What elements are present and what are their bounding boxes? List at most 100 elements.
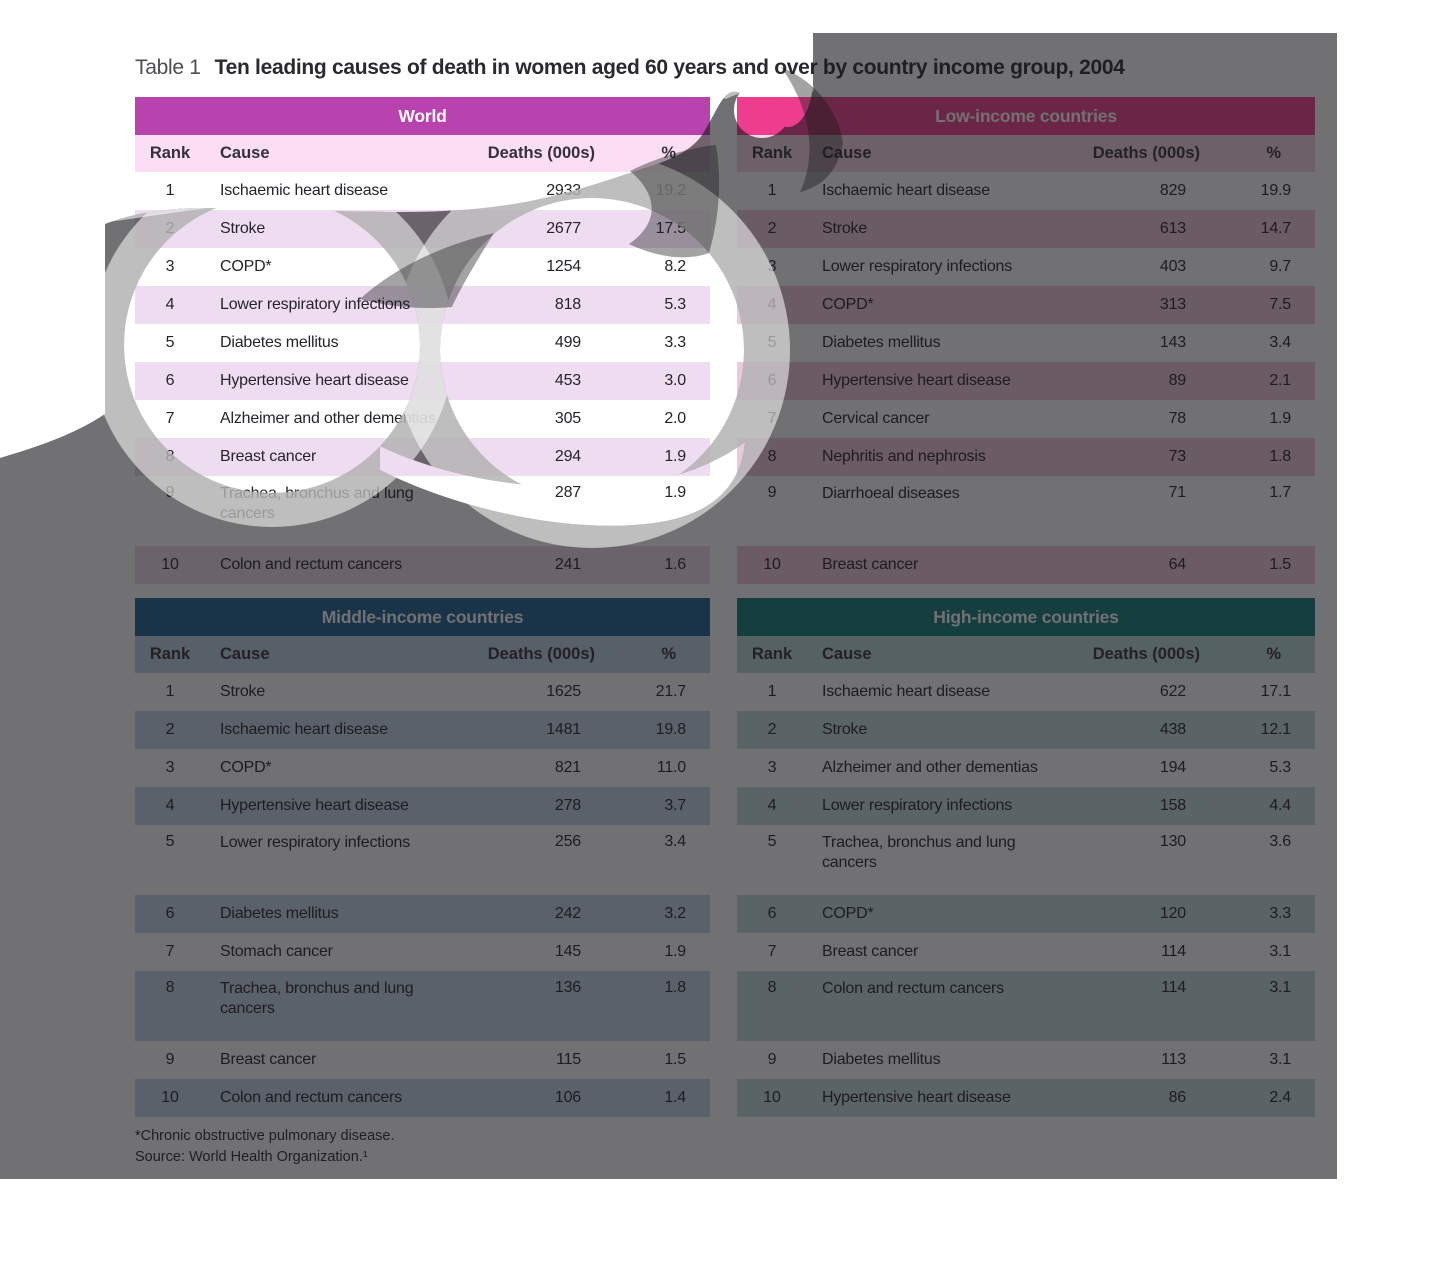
pct-cell: 3.4 [1269, 334, 1291, 351]
cause-cell: Ischaemic heart disease [220, 721, 388, 738]
deaths-cell: 438 [1159, 721, 1186, 738]
rank-cell: 1 [767, 683, 777, 700]
deaths-cell: 120 [1159, 905, 1186, 922]
pct-cell: 1.9 [1269, 410, 1291, 427]
table-row: 8 Nephritis and nephrosis 73 1.8 [737, 438, 1315, 476]
table-row: 10 Hypertensive heart disease 86 2.4 [737, 1079, 1315, 1117]
table-row: 8 Trachea, bronchus and lung cancers 136 1.… [135, 971, 710, 1041]
table-row: 8 Colon and rectum cancers 114 3.1 [737, 971, 1315, 1041]
rank-cell: 7 [165, 410, 175, 427]
cause-cell: COPD* [822, 905, 874, 922]
table-body: 1 Stroke 1625 21.7 2 Ischaemic heart disease 1… [135, 673, 710, 1117]
table-header-middle-income: Middle-income countries [135, 598, 710, 636]
deaths-cell: 64 [1168, 556, 1187, 573]
pct-cell: 17.5 [655, 220, 687, 237]
table-middle-income: Middle-income countries Rank Cause Death… [135, 598, 710, 1117]
deaths-cell: 278 [554, 797, 581, 814]
rank-cell: 5 [767, 833, 777, 850]
deaths-cell: 113 [1161, 1051, 1186, 1068]
pct-cell: 7.5 [1269, 296, 1291, 313]
rank-cell: 8 [165, 448, 175, 465]
pct-cell: 3.1 [1269, 979, 1291, 996]
cause-cell: Ischaemic heart disease [822, 683, 990, 700]
deaths-cell: 1481 [546, 721, 581, 738]
cause-cell: Colon and rectum cancers [220, 1089, 402, 1106]
pct-cell: 1.9 [664, 484, 686, 501]
deaths-cell: 305 [554, 410, 581, 427]
deaths-cell: 145 [554, 943, 581, 960]
deaths-cell: 1254 [546, 258, 581, 275]
deaths-cell: 294 [554, 448, 581, 465]
table-row: 6 Hypertensive heart disease 453 3.0 [135, 362, 710, 400]
column-header-pct: % [661, 144, 676, 162]
cause-cell: Stomach cancer [220, 943, 333, 960]
cause-cell: Diarrhoeal diseases [822, 485, 960, 502]
pct-cell: 19.2 [655, 182, 687, 199]
rank-cell: 4 [767, 797, 777, 814]
footnotes: *Chronic obstructive pulmonary disease. … [135, 1126, 395, 1168]
pct-cell: 5.3 [664, 296, 686, 313]
rank-cell: 3 [767, 759, 777, 776]
deaths-cell: 453 [554, 372, 581, 389]
table-title-text: Ten leading causes of death in women age… [214, 56, 1125, 79]
pct-cell: 11.0 [656, 759, 686, 776]
cause-cell: Trachea, bronchus and lung cancers [822, 834, 1016, 871]
cause-cell: Lower respiratory infections [822, 258, 1013, 275]
pct-cell: 3.1 [1269, 1051, 1291, 1068]
table-row: 2 Stroke 613 14.7 [737, 210, 1315, 248]
pct-cell: 3.7 [664, 797, 686, 814]
column-header-cause: Cause [220, 645, 270, 664]
pct-cell: 2.0 [664, 410, 686, 427]
deaths-cell: 821 [554, 759, 581, 776]
rank-cell: 10 [763, 1089, 781, 1106]
table-row: 3 COPD* 821 11.0 [135, 749, 710, 787]
footnote-source: Source: World Health Organization.¹ [135, 1149, 368, 1166]
rank-cell: 4 [165, 296, 175, 313]
pct-cell: 1.9 [664, 448, 686, 465]
table-row: 6 Diabetes mellitus 242 3.2 [135, 895, 710, 933]
pct-cell: 1.7 [1269, 484, 1291, 501]
pct-cell: 3.3 [1269, 905, 1291, 922]
table-row: 9 Diarrhoeal diseases 71 1.7 [737, 476, 1315, 546]
cause-cell: Colon and rectum cancers [220, 556, 402, 573]
rank-cell: 7 [165, 943, 175, 960]
cause-cell: Lower respiratory infections [220, 296, 411, 313]
pct-cell: 1.5 [1269, 556, 1291, 573]
deaths-cell: 242 [554, 905, 581, 922]
deaths-cell: 241 [554, 556, 581, 573]
rank-cell: 2 [767, 220, 777, 237]
deaths-cell: 130 [1159, 833, 1186, 850]
table-world: World Rank Cause Deaths (000s) % 1 Ischae… [135, 97, 710, 584]
rank-cell: 1 [165, 182, 175, 199]
rank-cell: 10 [763, 556, 781, 573]
column-header-row: Rank Cause Deaths (000s) % [135, 135, 710, 172]
rank-cell: 7 [767, 410, 777, 427]
pct-cell: 1.8 [664, 979, 686, 996]
table-low-income: Low-income countries Rank Cause Deaths (… [737, 97, 1315, 584]
pct-cell: 9.7 [1269, 258, 1291, 275]
table-row: 4 COPD* 313 7.5 [737, 286, 1315, 324]
pct-cell: 3.1 [1269, 943, 1291, 960]
cause-cell: COPD* [220, 759, 272, 776]
table-row: 7 Cervical cancer 78 1.9 [737, 400, 1315, 438]
table-row: 3 Alzheimer and other dementias 194 5.3 [737, 749, 1315, 787]
cause-cell: Stroke [822, 220, 868, 237]
rank-cell: 6 [767, 372, 777, 389]
cause-cell: Diabetes mellitus [220, 905, 339, 922]
table-row: 1 Stroke 1625 21.7 [135, 673, 710, 711]
table-row: 4 Lower respiratory infections 158 4.4 [737, 787, 1315, 825]
rank-cell: 3 [165, 258, 175, 275]
rank-cell: 10 [161, 556, 179, 573]
cause-cell: Diabetes mellitus [220, 334, 339, 351]
pct-cell: 3.0 [664, 372, 686, 389]
deaths-cell: 2933 [546, 182, 581, 199]
cause-cell: Ischaemic heart disease [220, 182, 388, 199]
table-row: 7 Alzheimer and other dementias 305 2.0 [135, 400, 710, 438]
deaths-cell: 158 [1159, 797, 1186, 814]
table-row: 3 Lower respiratory infections 403 9.7 [737, 248, 1315, 286]
rank-cell: 5 [767, 334, 777, 351]
table-header-high-income: High-income countries [737, 598, 1315, 636]
rank-cell: 2 [165, 220, 175, 237]
pct-cell: 19.9 [1260, 182, 1292, 199]
